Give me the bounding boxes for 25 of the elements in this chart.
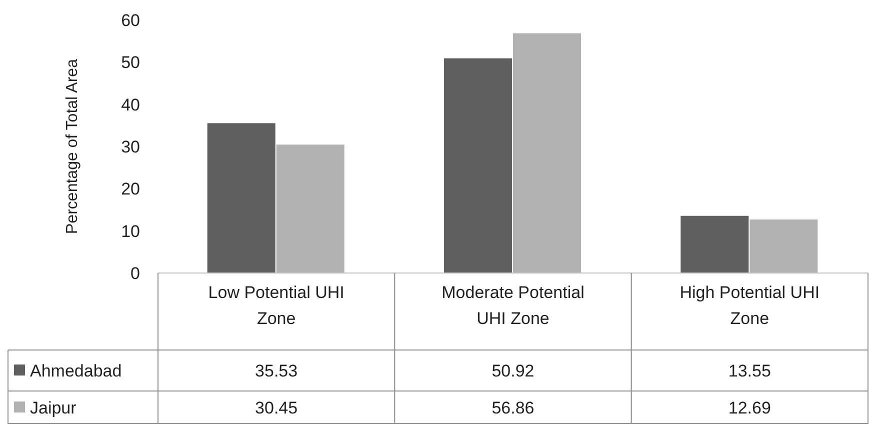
data-label: 30.45 (255, 398, 298, 418)
data-label: 13.55 (728, 361, 771, 380)
bar (513, 33, 581, 273)
y-tick-label: 20 (121, 180, 140, 199)
y-tick-label: 60 (121, 10, 140, 30)
data-label: 35.53 (255, 361, 298, 380)
y-tick-label: 50 (121, 53, 140, 72)
x-tick-label: Moderate Potential UHI Zone (442, 283, 584, 328)
data-label: 12.69 (728, 398, 771, 418)
data-label: 56.86 (492, 398, 534, 418)
bar (276, 144, 344, 273)
legend-label: Jaipur (30, 398, 77, 418)
bar (750, 219, 818, 273)
data-label: 50.92 (492, 361, 534, 380)
bar (680, 216, 749, 273)
legend-label: Ahmedabad (30, 361, 122, 380)
bar (444, 58, 512, 273)
y-tick-label: 10 (121, 222, 140, 241)
y-tick-label: 40 (121, 95, 140, 114)
y-tick-label: 30 (121, 137, 140, 156)
y-tick-label: 0 (130, 264, 140, 283)
x-tick-label: High Potential UHI Zone (680, 283, 820, 328)
y-axis-title: Percentage of Total Area (64, 58, 81, 234)
bar (207, 123, 276, 273)
x-tick-label: Low Potential UHI Zone (208, 283, 344, 328)
